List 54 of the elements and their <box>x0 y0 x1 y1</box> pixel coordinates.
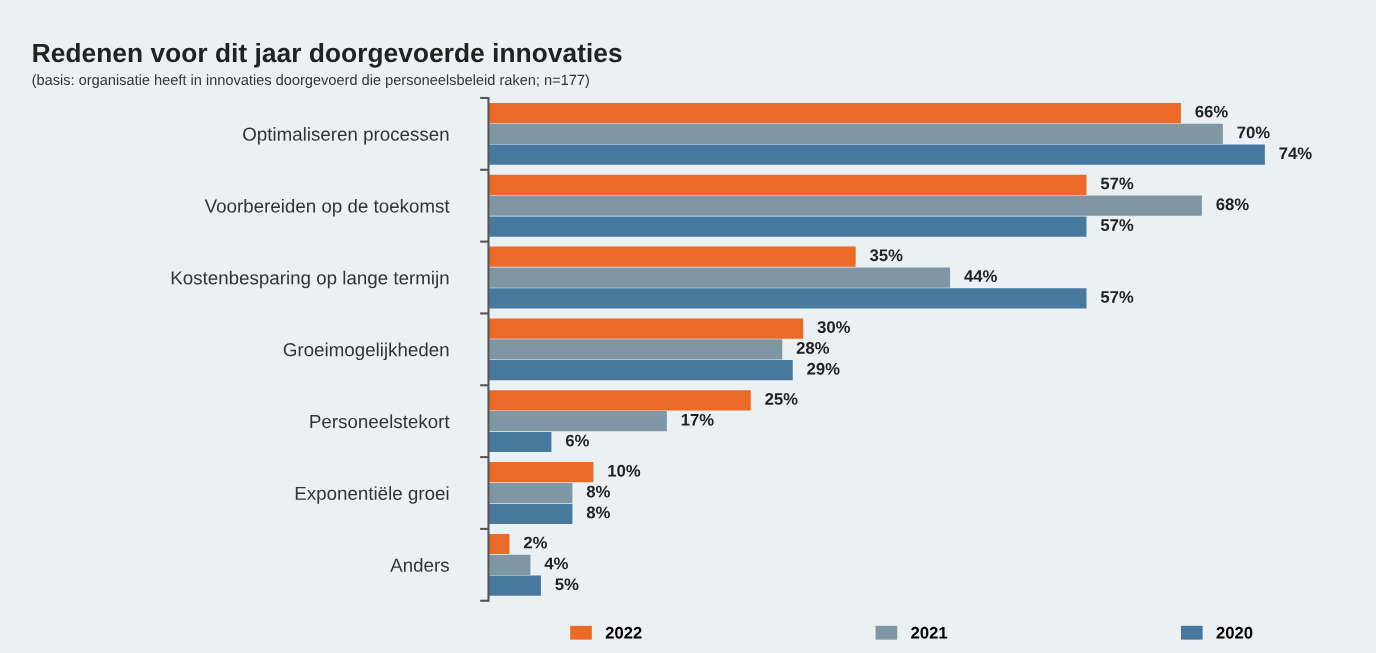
data-label: 30% <box>817 321 851 334</box>
bar <box>488 339 783 360</box>
data-label: 44% <box>964 270 997 282</box>
data-label: 57% <box>1100 291 1134 303</box>
bar <box>488 288 1087 309</box>
bar <box>488 431 552 453</box>
data-label: 17% <box>681 413 714 426</box>
data-label: 8% <box>586 506 610 519</box>
data-label: 25% <box>765 393 798 405</box>
text: (basis: organisatie heeft in innovaties doorgevoerd die personeelsbeleid raken; n=177) <box>32 74 589 88</box>
data-label: 68% <box>1216 198 1249 211</box>
bar <box>488 246 856 267</box>
bar <box>488 360 793 381</box>
data-label: 28% <box>796 342 830 354</box>
chart-title: Redenen voor dit jaar doorgevoerde innovaties <box>33 42 622 68</box>
y-tick-label: Exponentiële groei <box>295 486 449 504</box>
data-label: 4% <box>544 557 568 570</box>
y-tick-label: Anders <box>390 558 449 572</box>
data-label: 2% <box>523 536 547 549</box>
data-label: 8% <box>586 485 610 498</box>
y-tick-label: Voorbereiden op de toekomst <box>204 198 450 217</box>
bar <box>488 174 1087 195</box>
legend-label: 2022 <box>605 626 642 639</box>
bar <box>488 554 531 575</box>
bar <box>488 144 1265 165</box>
bar <box>488 216 1087 237</box>
bar <box>488 267 951 288</box>
data-label: 5% <box>555 578 579 591</box>
data-label: 57% <box>1100 177 1134 190</box>
bar <box>488 195 1202 216</box>
bar <box>488 533 510 555</box>
data-label: 6% <box>565 434 589 447</box>
bar <box>488 390 751 411</box>
data-label: 35% <box>869 249 903 262</box>
bar <box>488 102 1181 124</box>
bar <box>488 123 1223 144</box>
bar <box>488 575 541 596</box>
y-tick-label: Kostenbesparing op lange termijn <box>171 270 449 289</box>
y-tick-label: Groeimogelijkheden <box>283 342 449 361</box>
bar <box>488 503 573 524</box>
bar <box>488 411 667 432</box>
bar <box>488 462 594 483</box>
data-label: 57% <box>1100 219 1134 231</box>
data-label: 29% <box>807 362 840 375</box>
data-label: 10% <box>608 464 641 477</box>
bar <box>488 482 573 504</box>
y-tick-label: Optimaliseren processen <box>243 127 449 145</box>
data-label: 74% <box>1279 147 1312 160</box>
legend-label: 2021 <box>911 626 948 639</box>
data-label: 70% <box>1237 126 1270 139</box>
legend-label: 2020 <box>1216 626 1253 639</box>
bar <box>488 318 804 339</box>
data-label: 66% <box>1195 105 1228 118</box>
y-tick-label: Personeelstekort <box>310 414 450 429</box>
